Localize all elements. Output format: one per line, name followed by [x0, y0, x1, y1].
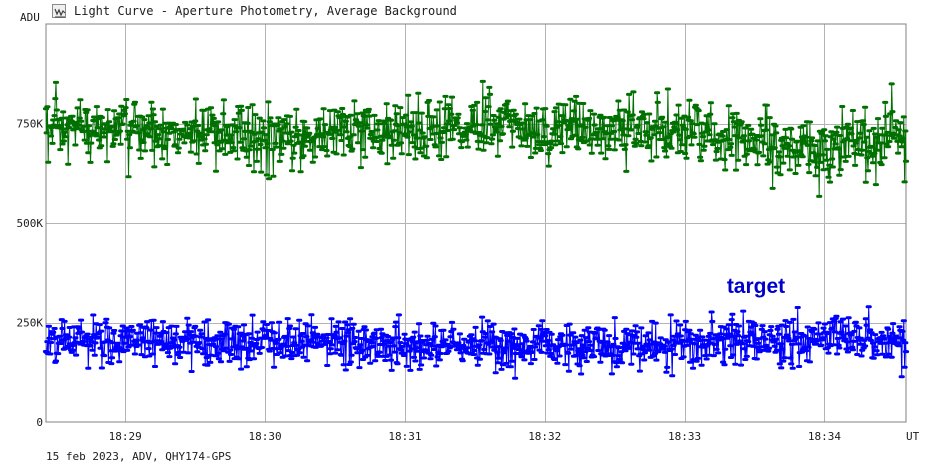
series-layer	[42, 79, 910, 380]
series-point-markers	[42, 305, 910, 380]
x-tick-label: 18:34	[808, 430, 841, 443]
x-tick-label: 18:29	[109, 430, 142, 443]
y-tick-label: 250K	[17, 317, 44, 330]
x-tick-label: 18:31	[388, 430, 421, 443]
series-annotation-label: target	[727, 275, 785, 298]
x-tick-label: 18:32	[528, 430, 561, 443]
series-target	[42, 305, 910, 380]
x-tick-label: 18:30	[249, 430, 282, 443]
y-tick-label: 500K	[17, 217, 44, 230]
x-tick-label: 18:33	[668, 430, 701, 443]
series-series-0	[42, 79, 910, 198]
y-axis-label: ADU	[20, 11, 40, 24]
series-line	[45, 81, 907, 197]
window-title-bar: Light Curve - Aperture Photometry, Avera…	[0, 0, 929, 24]
light-curve-app-icon[interactable]	[52, 4, 66, 18]
x-axis-ticks: 18:29 18:30 18:31 18:32 18:33 18:34	[109, 430, 842, 443]
series-point-markers	[42, 79, 910, 198]
annotations-layer: target	[727, 275, 785, 298]
y-tick-label: 750K	[17, 118, 44, 131]
y-tick-label: 0	[36, 416, 43, 429]
y-axis-ticks: 0 250K 500K 750K	[17, 118, 44, 430]
plot-area-frame	[45, 23, 907, 423]
window-title: Light Curve - Aperture Photometry, Avera…	[74, 4, 457, 18]
footer-info: 15 feb 2023, ADV, QHY174-GPS	[46, 450, 232, 463]
x-axis-unit-label: UT	[906, 430, 920, 443]
series-line	[45, 306, 907, 379]
